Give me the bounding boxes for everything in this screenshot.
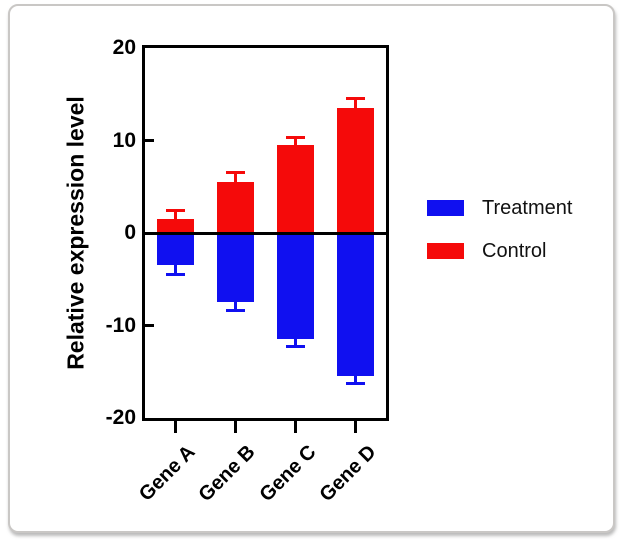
bar-control-gene-d — [337, 108, 375, 233]
bar-treatment-gene-c — [277, 233, 315, 340]
x-tick-label: Gene B — [194, 441, 260, 507]
error-bar — [173, 210, 177, 220]
plot-area — [142, 45, 389, 421]
zero-baseline — [145, 231, 386, 235]
error-bar-cap — [225, 171, 245, 175]
error-bar-cap — [225, 309, 245, 313]
y-tick-label: 20 — [112, 36, 136, 59]
error-bar-cap — [346, 382, 366, 386]
legend-swatch-control — [427, 243, 464, 259]
y-tick-label: -20 — [105, 406, 136, 429]
bar-treatment-gene-a — [156, 233, 194, 266]
legend-item-treatment: Treatment — [427, 197, 573, 219]
legend-item-control: Control — [427, 240, 572, 262]
x-tick-label: Gene A — [135, 441, 200, 506]
bar-treatment-gene-b — [216, 233, 254, 303]
error-bar-cap — [286, 345, 306, 349]
x-tick-mark — [354, 421, 358, 433]
x-tick-mark — [294, 421, 298, 433]
error-bar — [294, 339, 298, 347]
error-bar — [354, 98, 358, 109]
x-tick-mark — [233, 421, 237, 433]
error-bar — [233, 172, 237, 183]
x-tick-label: Gene C — [255, 441, 321, 507]
x-tick-label: Gene D — [315, 441, 381, 507]
bar-control-gene-b — [216, 182, 254, 233]
bar-control-gene-c — [277, 145, 315, 233]
legend-label: Control — [482, 240, 547, 262]
bar-treatment-gene-d — [337, 233, 375, 377]
error-bar-cap — [165, 273, 185, 277]
error-bar — [173, 265, 177, 275]
error-bar — [233, 302, 237, 311]
legend: Treatment Control — [427, 197, 573, 262]
x-tick-mark — [173, 421, 177, 433]
legend-swatch-treatment — [427, 200, 464, 216]
error-bar-cap — [286, 136, 306, 140]
y-tick-label: 10 — [112, 128, 136, 152]
y-tick-label: 0 — [124, 221, 136, 244]
error-bar — [294, 137, 298, 146]
error-bar-cap — [346, 97, 366, 101]
y-tick-mark — [145, 324, 154, 327]
error-bar — [354, 376, 358, 384]
bar-control-gene-a — [156, 219, 194, 233]
legend-label: Treatment — [482, 197, 573, 219]
y-tick-label: -10 — [105, 313, 136, 337]
error-bar-cap — [165, 209, 185, 213]
y-tick-mark — [145, 139, 154, 142]
